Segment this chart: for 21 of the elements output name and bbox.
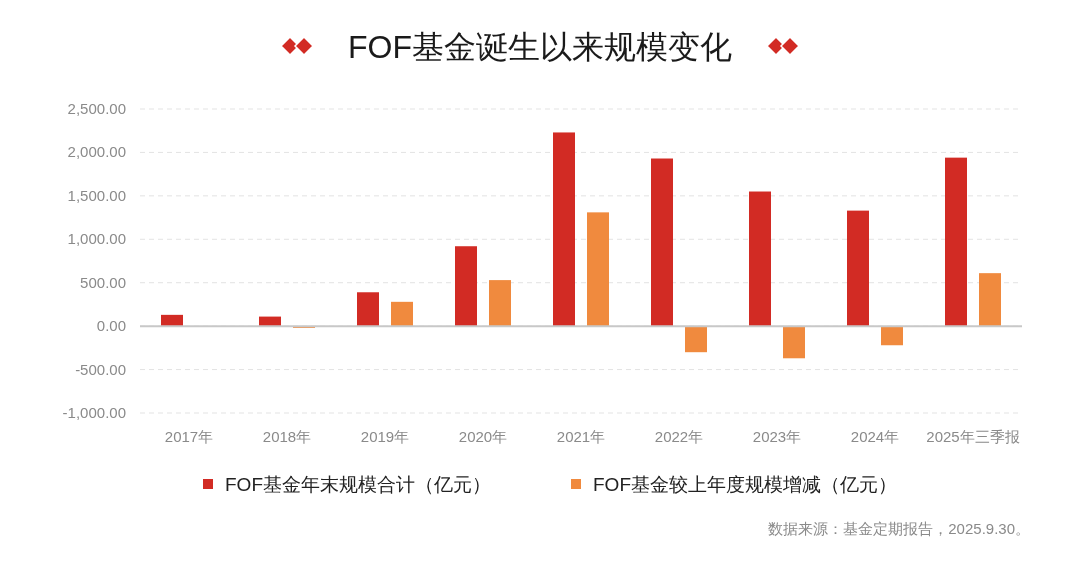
- x-tick-label: 2020年: [458, 428, 508, 445]
- annotations: 数据来源：基金定期报告，2025.9.30。: [768, 520, 1030, 537]
- x-tick-label: 2023年: [752, 428, 802, 445]
- y-tick-label: -1,000.00: [62, 404, 126, 421]
- x-tick-label: 2021年: [556, 428, 606, 445]
- x-tick-label: 2022年: [654, 428, 704, 445]
- x-tick-label: 2017年: [164, 428, 214, 445]
- y-tick-label: 500.00: [80, 273, 126, 291]
- y-tick-label: 1,000.00: [67, 230, 126, 248]
- title: FOF基金诞生以来规模变化: [348, 29, 732, 65]
- x-tick-label: 2025年三季报: [926, 428, 1020, 445]
- legend-label: FOF基金年末规模合计（亿元）: [225, 474, 491, 495]
- y-tick-label: 2,000.00: [67, 143, 126, 161]
- x-tick-label: 2024年: [850, 428, 900, 445]
- y-tick-label: 1,500.00: [67, 186, 126, 204]
- y-tick-label: -500.00: [75, 360, 126, 378]
- x-tick-label: 2018年: [262, 428, 312, 445]
- x-tick-label: 2019年: [360, 428, 410, 445]
- legend-label: FOF基金较上年度规模增减（亿元）: [593, 474, 897, 495]
- y-tick-label: 2,500.00: [67, 100, 126, 117]
- y-tick-label: 0.00: [96, 317, 126, 335]
